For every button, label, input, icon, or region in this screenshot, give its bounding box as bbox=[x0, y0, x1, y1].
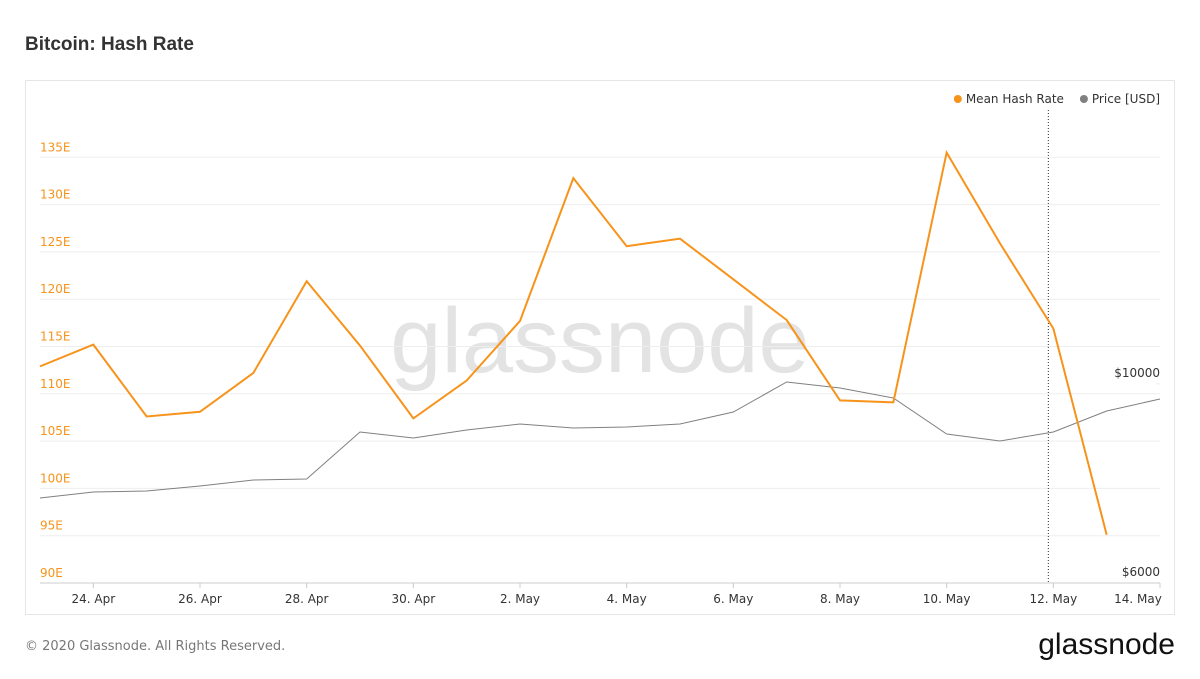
x-tick-label: 28. Apr bbox=[285, 592, 329, 606]
x-tick-label: 14. May bbox=[1114, 592, 1162, 606]
watermark: glassnode bbox=[390, 290, 809, 392]
x-tick-label: 12. May bbox=[1029, 592, 1077, 606]
y-tick-label: 135E bbox=[40, 140, 71, 154]
legend-label: Mean Hash Rate bbox=[966, 92, 1064, 106]
plot-frame bbox=[25, 80, 1175, 615]
y-tick-label: 100E bbox=[40, 471, 71, 485]
x-tick-label: 30. Apr bbox=[391, 592, 435, 606]
series-line bbox=[39, 381, 1161, 499]
y-tick-label: 110E bbox=[40, 377, 71, 391]
legend-marker bbox=[953, 95, 962, 103]
logo: glassnode bbox=[1038, 628, 1175, 661]
legend-label: Price [USD] bbox=[1092, 92, 1160, 106]
x-tick-label: 24. Apr bbox=[71, 592, 115, 606]
copyright: © 2020 Glassnode. All Rights Reserved. bbox=[25, 639, 285, 654]
legend-marker bbox=[1079, 95, 1088, 103]
y-tick-label: 120E bbox=[40, 282, 71, 296]
y-tick-label: 90E bbox=[40, 566, 63, 580]
x-tick-label: 6. May bbox=[713, 592, 753, 606]
x-tick-label: 4. May bbox=[607, 592, 647, 606]
y-tick-label: 115E bbox=[40, 330, 71, 344]
y-tick-label: 125E bbox=[40, 235, 71, 249]
series-line bbox=[39, 149, 1108, 536]
chart-title: Bitcoin: Hash Rate bbox=[25, 34, 194, 55]
x-tick-label: 8. May bbox=[820, 592, 860, 606]
y-tick-label: 105E bbox=[40, 424, 71, 438]
x-tick-label: 10. May bbox=[923, 592, 971, 606]
y2-tick-label: $10000 bbox=[1114, 366, 1160, 380]
x-tick-label: 26. Apr bbox=[178, 592, 222, 606]
y-tick-label: 130E bbox=[40, 188, 71, 202]
y2-tick-label: $6000 bbox=[1122, 565, 1160, 579]
x-tick-label: 2. May bbox=[500, 592, 540, 606]
y-tick-label: 95E bbox=[40, 519, 63, 533]
